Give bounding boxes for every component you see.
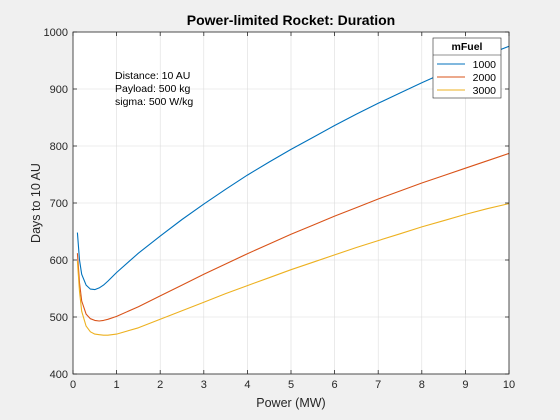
x-tick-label: 10 <box>503 379 515 391</box>
chart-title: Power-limited Rocket: Duration <box>187 12 395 28</box>
y-tick-label: 700 <box>50 198 68 210</box>
x-tick-label: 6 <box>332 379 338 391</box>
x-tick-label: 0 <box>70 379 76 391</box>
legend-label-2000: 2000 <box>473 72 497 84</box>
x-axis-label: Power (MW) <box>256 396 325 410</box>
annotation-text: Distance: 10 AU Payload: 500 kg sigma: 5… <box>115 70 193 108</box>
y-tick-label: 800 <box>50 141 68 153</box>
y-tick-label: 1000 <box>44 27 68 39</box>
annotation-sigma: sigma: 500 W/kg <box>115 96 193 108</box>
legend-label-3000: 3000 <box>473 85 497 97</box>
annotation-distance: Distance: 10 AU <box>115 70 190 82</box>
annotation-payload: Payload: 500 kg <box>115 83 190 95</box>
x-tick-label: 7 <box>375 379 381 391</box>
ticks: 0 1 2 3 4 5 6 7 8 9 10 400 500 600 700 800 900 1000 <box>44 27 516 391</box>
y-tick-label: 500 <box>50 312 68 324</box>
series-layer <box>76 45 510 336</box>
x-tick-label: 3 <box>201 379 207 391</box>
y-tick-label: 600 <box>50 255 68 267</box>
series-line-2000 <box>76 152 510 322</box>
legend-title: mFuel <box>452 41 483 53</box>
x-tick-label: 9 <box>462 379 468 391</box>
y-tick-label: 900 <box>50 84 68 96</box>
x-tick-label: 1 <box>114 379 120 391</box>
x-tick-label: 8 <box>419 379 425 391</box>
legend-box <box>432 37 502 99</box>
y-axis-label: Days to 10 AU <box>29 163 43 243</box>
x-tick-label: 2 <box>157 379 163 391</box>
x-tick-label: 5 <box>288 379 294 391</box>
legend-label-1000: 1000 <box>473 59 497 71</box>
series-line-3000 <box>76 203 510 336</box>
x-tick-label: 4 <box>244 379 250 391</box>
series-line-1000 <box>76 45 510 291</box>
y-tick-label: 400 <box>50 369 68 381</box>
